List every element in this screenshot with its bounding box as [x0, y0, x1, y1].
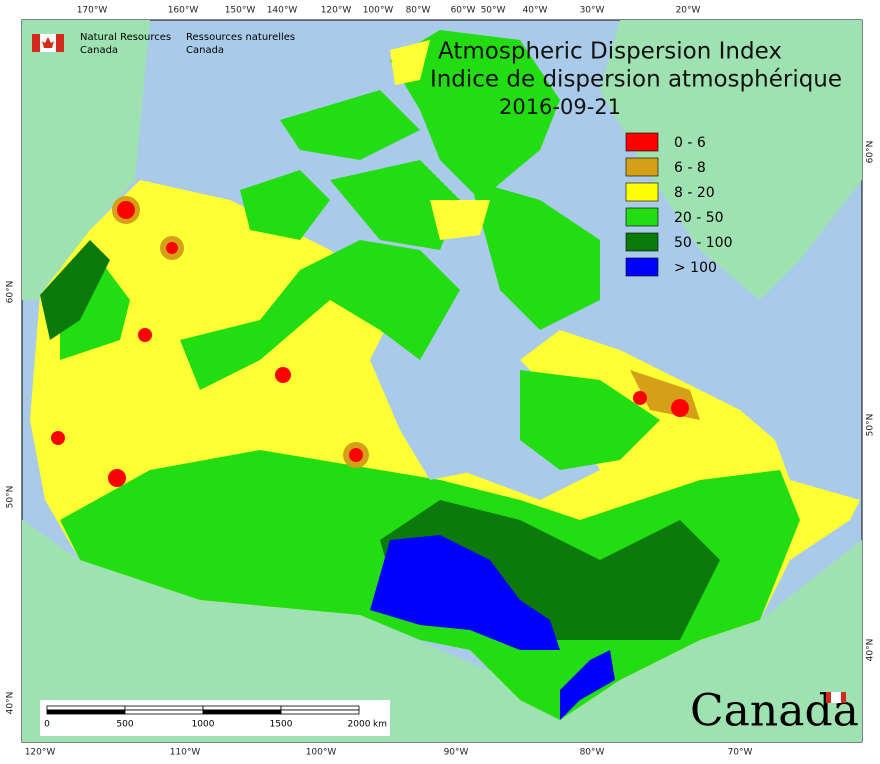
legend-label: 20 - 50	[674, 210, 724, 226]
scale-label: 1000	[192, 720, 215, 730]
legend: 0 - 6 6 - 8 8 - 20 20 - 50 50 - 100 > 100	[625, 132, 733, 277]
graticule-label: 140°W	[267, 6, 298, 16]
legend-label: 0 - 6	[674, 135, 706, 151]
wordmark-flag-bar	[841, 692, 846, 703]
graticule-label: 50°N	[866, 414, 876, 437]
graticule-label: 60°N	[866, 141, 876, 164]
flag-bar	[56, 34, 64, 52]
graticule-label: 20°W	[676, 6, 701, 16]
graticule-label: 60°N	[6, 281, 16, 304]
red-spot	[166, 242, 178, 254]
maple-leaf	[42, 37, 54, 48]
legend-swatch	[625, 157, 659, 177]
graticule-label: 40°W	[523, 6, 548, 16]
yellow-patch	[390, 40, 430, 85]
legend-swatch	[625, 207, 659, 227]
logo	[32, 34, 64, 52]
flag-bar	[32, 34, 40, 52]
scale-bg	[40, 700, 390, 736]
south-blue	[560, 650, 615, 720]
graticule-label: 60°W	[451, 6, 476, 16]
graticule-label: 120°W	[25, 748, 56, 758]
graticule-label: 110°W	[170, 748, 201, 758]
graticule-label: 170°W	[77, 6, 108, 16]
ellesmere	[390, 30, 560, 200]
arctic-island	[280, 90, 420, 160]
red-spot	[108, 469, 126, 487]
graticule-label: 40°N	[6, 692, 16, 715]
red-spot	[138, 328, 152, 342]
graticule-label: 50°W	[481, 6, 506, 16]
graticule-label: 30°W	[580, 6, 605, 16]
graticule-label: 40°N	[866, 639, 876, 662]
scale-segment	[124, 705, 204, 711]
wordmark-flag	[826, 692, 846, 703]
red-spot	[51, 431, 65, 445]
legend-label: 50 - 100	[674, 235, 733, 251]
title-en: Atmospheric Dispersion Index	[438, 39, 782, 65]
scale-label: 1500	[270, 720, 293, 730]
legend-label: 8 - 20	[674, 185, 715, 201]
red-spot	[671, 399, 689, 417]
agency-fr: Ressources naturelles	[186, 32, 295, 43]
graticule-label: 100°W	[306, 748, 337, 758]
scale-segment	[46, 705, 126, 711]
scale-segment	[124, 709, 204, 715]
scale-segment	[280, 705, 360, 711]
greenland-land	[600, 20, 862, 300]
scale-segment	[202, 705, 282, 711]
graticule-label: 80°W	[580, 748, 605, 758]
agency-fr: Canada	[186, 45, 224, 56]
scale-unit: km	[373, 720, 387, 730]
usa-land	[22, 520, 862, 742]
graticule-label: 160°W	[168, 6, 199, 16]
hudson-bay	[400, 360, 520, 480]
alaska-land	[22, 20, 150, 300]
legend-swatch	[625, 232, 659, 252]
legend-swatch	[625, 257, 659, 277]
ontario-blue	[370, 535, 560, 650]
scale-segment	[280, 709, 360, 715]
graticule-label: 70°W	[728, 748, 753, 758]
legend-swatch	[625, 182, 659, 202]
quebec-green	[520, 370, 660, 470]
north-green	[180, 240, 460, 390]
scale-label: 0	[44, 720, 50, 730]
scale-segment	[46, 709, 126, 715]
scale-segment	[202, 709, 282, 715]
graticule-label: 100°W	[363, 6, 394, 16]
graticule-label: 80°W	[406, 6, 431, 16]
legend-label: 6 - 8	[674, 160, 706, 176]
agency-en: Canada	[80, 45, 118, 56]
yellow-patch	[430, 200, 490, 240]
scale-label: 500	[116, 720, 133, 730]
legend-label: > 100	[674, 260, 717, 276]
red-spot	[633, 391, 647, 405]
scale-bar: 0 500 1000 1500 2000 km	[40, 700, 390, 736]
red-spot	[349, 448, 363, 462]
graticule-label: 150°W	[225, 6, 256, 16]
baffin	[470, 180, 600, 330]
red-spot	[117, 201, 135, 219]
graticule-label: 90°W	[444, 748, 469, 758]
wordmark-flag-bar	[826, 692, 831, 703]
agency-en: Natural Resources	[80, 32, 171, 43]
red-spot	[275, 367, 291, 383]
scale-label: 2000	[348, 720, 371, 730]
arctic-island	[330, 160, 460, 250]
title-fr: Indice de dispersion atmosphérique	[430, 67, 842, 93]
yukon-darkgreen	[40, 240, 110, 340]
legend-swatch	[625, 132, 659, 152]
arctic-island	[240, 170, 330, 240]
graticule-label: 120°W	[321, 6, 352, 16]
title-date: 2016-09-21	[499, 95, 621, 119]
graticule-label: 50°N	[6, 486, 16, 509]
